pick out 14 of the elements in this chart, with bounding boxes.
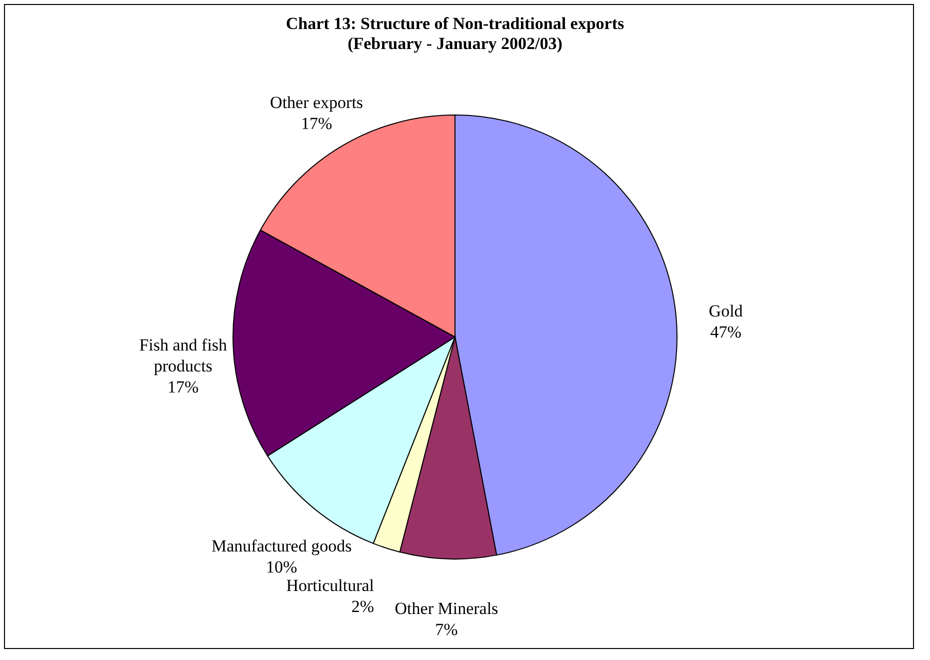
slice-label: Gold: [708, 301, 744, 320]
data-label: 7%: [435, 620, 458, 639]
chart-title: Chart 13: Structure of Non-traditional exports: [286, 14, 624, 33]
chart-subtitle: (February - January 2002/03): [348, 34, 562, 53]
slice-label: Manufactured goods: [212, 536, 352, 556]
slice-label: Other exports: [270, 92, 364, 112]
data-label: 10%: [266, 558, 298, 577]
data-label: 17%: [300, 114, 332, 133]
slice-label: Fish and fish products: [139, 336, 228, 376]
data-label: 47%: [710, 322, 742, 342]
data-label: 17%: [168, 378, 199, 397]
slice-label: Other Minerals: [394, 598, 498, 618]
slice-label: Horticultural: [286, 576, 374, 596]
data-label: 2%: [351, 597, 374, 616]
